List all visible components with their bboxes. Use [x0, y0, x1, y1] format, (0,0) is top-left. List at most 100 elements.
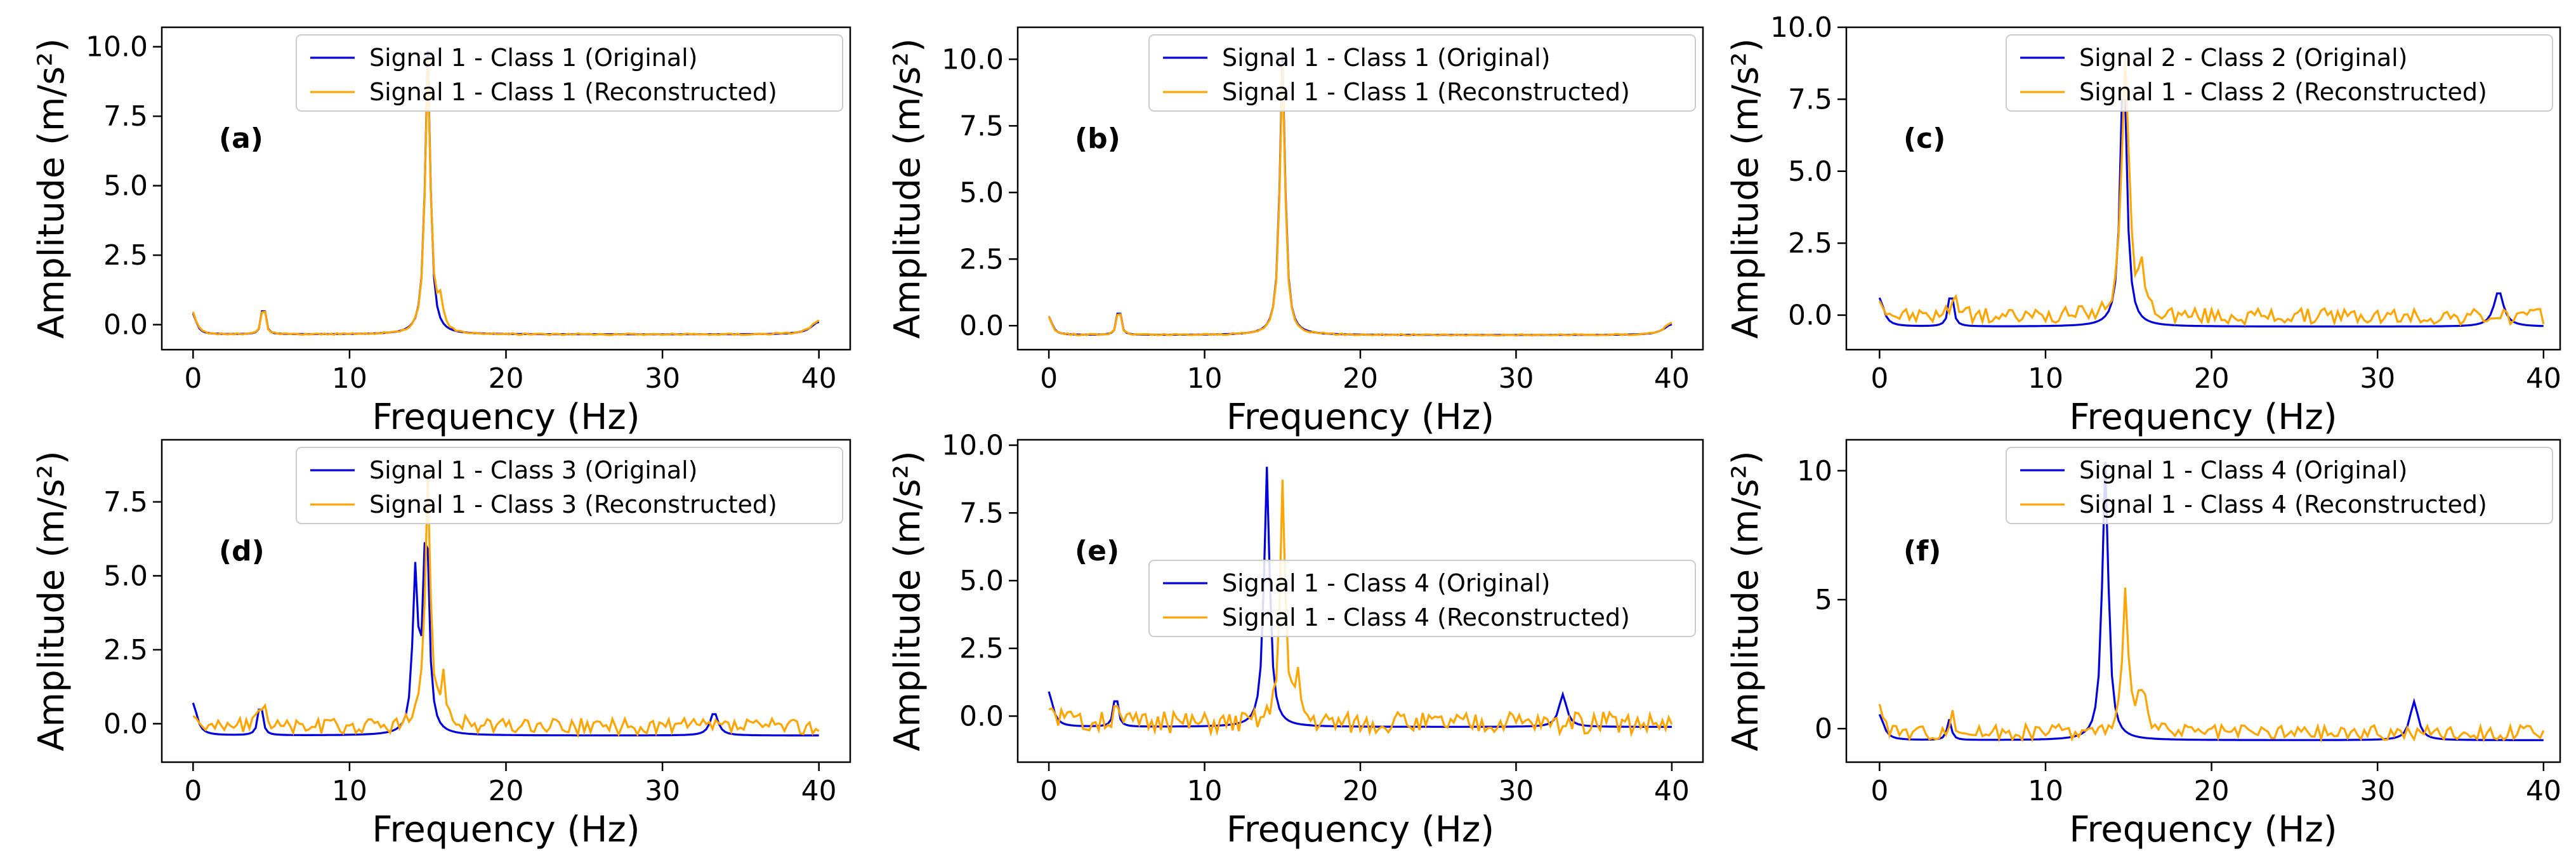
series-line-original: [1878, 461, 2544, 741]
x-tick-label: 20: [2194, 775, 2230, 807]
chart-panel-5: 0 10 20 30 40 0.0 2.5 5.0 7.5 10.0 Frequency (Hz) A…: [887, 430, 1704, 850]
legend: Signal 1 - Class 4 (Original) Signal 1 - …: [1148, 560, 1696, 637]
y-tick-label: 0.0: [103, 708, 148, 740]
y-tick-label: 0.0: [959, 700, 1004, 732]
x-axis-label: Frequency (Hz): [1226, 397, 1494, 438]
x-tick-label: 40: [801, 362, 837, 395]
y-tick-label: 5.0: [959, 176, 1004, 209]
panel-label: (f): [1903, 535, 1941, 567]
legend-entry-original: Signal 1 - Class 1 (Original): [1222, 44, 1551, 72]
y-tick-label: 7.5: [959, 497, 1004, 529]
legend-entry-reconstructed: Signal 1 - Class 1 (Reconstructed): [1222, 78, 1630, 106]
panel-label: (b): [1075, 122, 1120, 155]
legend-box: [296, 34, 843, 112]
y-tick-label: 5: [1815, 584, 1832, 616]
chart-panel-1: 0 10 20 30 40 0.0 2.5 5.0 7.5 10.0 Frequency (Hz) A…: [31, 26, 851, 438]
legend: Signal 2 - Class 2 (Original) Signal 1 - …: [2006, 34, 2553, 112]
panel-label: (c): [1903, 122, 1945, 155]
y-axis-label: Amplitude (m/s²): [887, 451, 928, 751]
panel-label: (e): [1075, 535, 1119, 567]
x-tick-label: 20: [1343, 775, 1378, 807]
series-line-reconstructed: [1878, 57, 2545, 327]
x-tick-label: 10: [2028, 362, 2063, 395]
x-tick-label: 10: [332, 362, 367, 395]
x-tick-label: 30: [1498, 362, 1534, 395]
x-tick-label: 30: [1498, 775, 1534, 807]
chart-panel-4: 0 10 20 30 40 0.0 2.5 5.0 7.5 Frequency (Hz) Ampli…: [31, 439, 851, 850]
y-tick-label: 2.5: [959, 633, 1004, 665]
series-line-reconstructed: [1048, 63, 1672, 337]
series-line-reconstructed: [192, 57, 820, 336]
x-tick-label: 30: [645, 362, 680, 395]
x-tick-label: 0: [1040, 362, 1058, 395]
x-tick-label: 20: [1343, 362, 1378, 395]
x-tick-label: 20: [489, 362, 524, 395]
axes-frame: [1845, 439, 2561, 763]
series-line-original: [1878, 99, 2544, 328]
series-line-original: [192, 542, 819, 737]
series-line-reconstructed: [192, 474, 820, 739]
y-tick-label: 10.0: [942, 430, 1004, 462]
x-tick-label: 10: [1187, 362, 1223, 395]
legend-entry-reconstructed: Signal 1 - Class 4 (Reconstructed): [1222, 604, 1630, 631]
y-tick-label: 2.5: [1788, 227, 1832, 260]
legend-entry-reconstructed: Signal 1 - Class 4 (Reconstructed): [2079, 491, 2487, 518]
y-tick-label: 0: [1815, 713, 1832, 745]
x-tick-label: 40: [801, 775, 837, 807]
y-tick-label: 0.0: [959, 310, 1004, 342]
x-tick-label: 0: [1870, 775, 1888, 807]
axes-frame: [1845, 26, 2561, 351]
x-axis-label: Frequency (Hz): [2069, 809, 2337, 850]
x-tick-label: 40: [1654, 775, 1690, 807]
y-tick-label: 5.0: [1788, 155, 1832, 188]
legend-box: [1148, 34, 1696, 112]
y-tick-label: 2.5: [103, 239, 148, 272]
legend: Signal 1 - Class 4 (Original) Signal 1 - …: [2006, 447, 2553, 524]
panel-label: (a): [219, 122, 263, 155]
x-axis-label: Frequency (Hz): [372, 809, 640, 850]
x-tick-label: 20: [489, 775, 524, 807]
legend-box: [2006, 34, 2553, 112]
legend-entry-original: Signal 1 - Class 4 (Original): [1222, 569, 1551, 597]
y-axis-label: Amplitude (m/s²): [31, 451, 72, 751]
x-axis-label: Frequency (Hz): [1226, 809, 1494, 850]
legend-entry-original: Signal 1 - Class 3 (Original): [369, 456, 698, 484]
x-tick-label: 0: [1040, 775, 1058, 807]
x-tick-label: 40: [2526, 775, 2561, 807]
y-tick-label: 7.5: [1788, 83, 1832, 115]
y-tick-label: 5.0: [103, 560, 148, 592]
x-tick-label: 30: [2360, 775, 2395, 807]
panel-label: (d): [219, 535, 265, 567]
legend-box: [1148, 560, 1696, 637]
series-line-reconstructed: [1048, 479, 1673, 737]
x-tick-label: 20: [2194, 362, 2230, 395]
series-line-reconstructed: [1878, 588, 2545, 744]
x-tick-label: 30: [2360, 362, 2395, 395]
chart-panel-2: 0 10 20 30 40 0.0 2.5 5.0 7.5 10.0 Frequency (Hz) A…: [887, 26, 1704, 438]
y-tick-label: 10: [1797, 455, 1832, 487]
chart-panel-3: 0 10 20 30 40 0.0 2.5 5.0 7.5 10.0 Frequency (Hz) A…: [1725, 11, 2561, 438]
legend-entry-reconstructed: Signal 1 - Class 2 (Reconstructed): [2079, 78, 2487, 106]
y-axis-label: Amplitude (m/s²): [887, 38, 928, 339]
x-tick-label: 10: [332, 775, 367, 807]
x-tick-label: 40: [1654, 362, 1690, 395]
legend: Signal 1 - Class 1 (Original) Signal 1 - …: [296, 34, 843, 112]
x-tick-label: 10: [2028, 775, 2063, 807]
legend-entry-original: Signal 1 - Class 4 (Original): [2079, 456, 2408, 484]
y-tick-label: 10.0: [86, 31, 148, 63]
y-tick-label: 10.0: [942, 43, 1004, 76]
y-tick-label: 5.0: [103, 170, 148, 202]
y-tick-label: 0.0: [1788, 300, 1832, 332]
y-axis-label: Amplitude (m/s²): [1725, 38, 1766, 339]
x-tick-label: 30: [645, 775, 680, 807]
x-tick-label: 10: [1187, 775, 1223, 807]
x-tick-label: 0: [1870, 362, 1888, 395]
y-axis-label: Amplitude (m/s²): [31, 38, 72, 339]
y-tick-label: 5.0: [959, 565, 1004, 597]
y-tick-label: 2.5: [959, 243, 1004, 275]
legend-entry-original: Signal 1 - Class 1 (Original): [369, 44, 698, 72]
y-axis-label: Amplitude (m/s²): [1725, 451, 1766, 751]
y-tick-label: 7.5: [959, 110, 1004, 142]
legend-entry-reconstructed: Signal 1 - Class 1 (Reconstructed): [369, 78, 777, 106]
y-tick-label: 7.5: [103, 486, 148, 518]
